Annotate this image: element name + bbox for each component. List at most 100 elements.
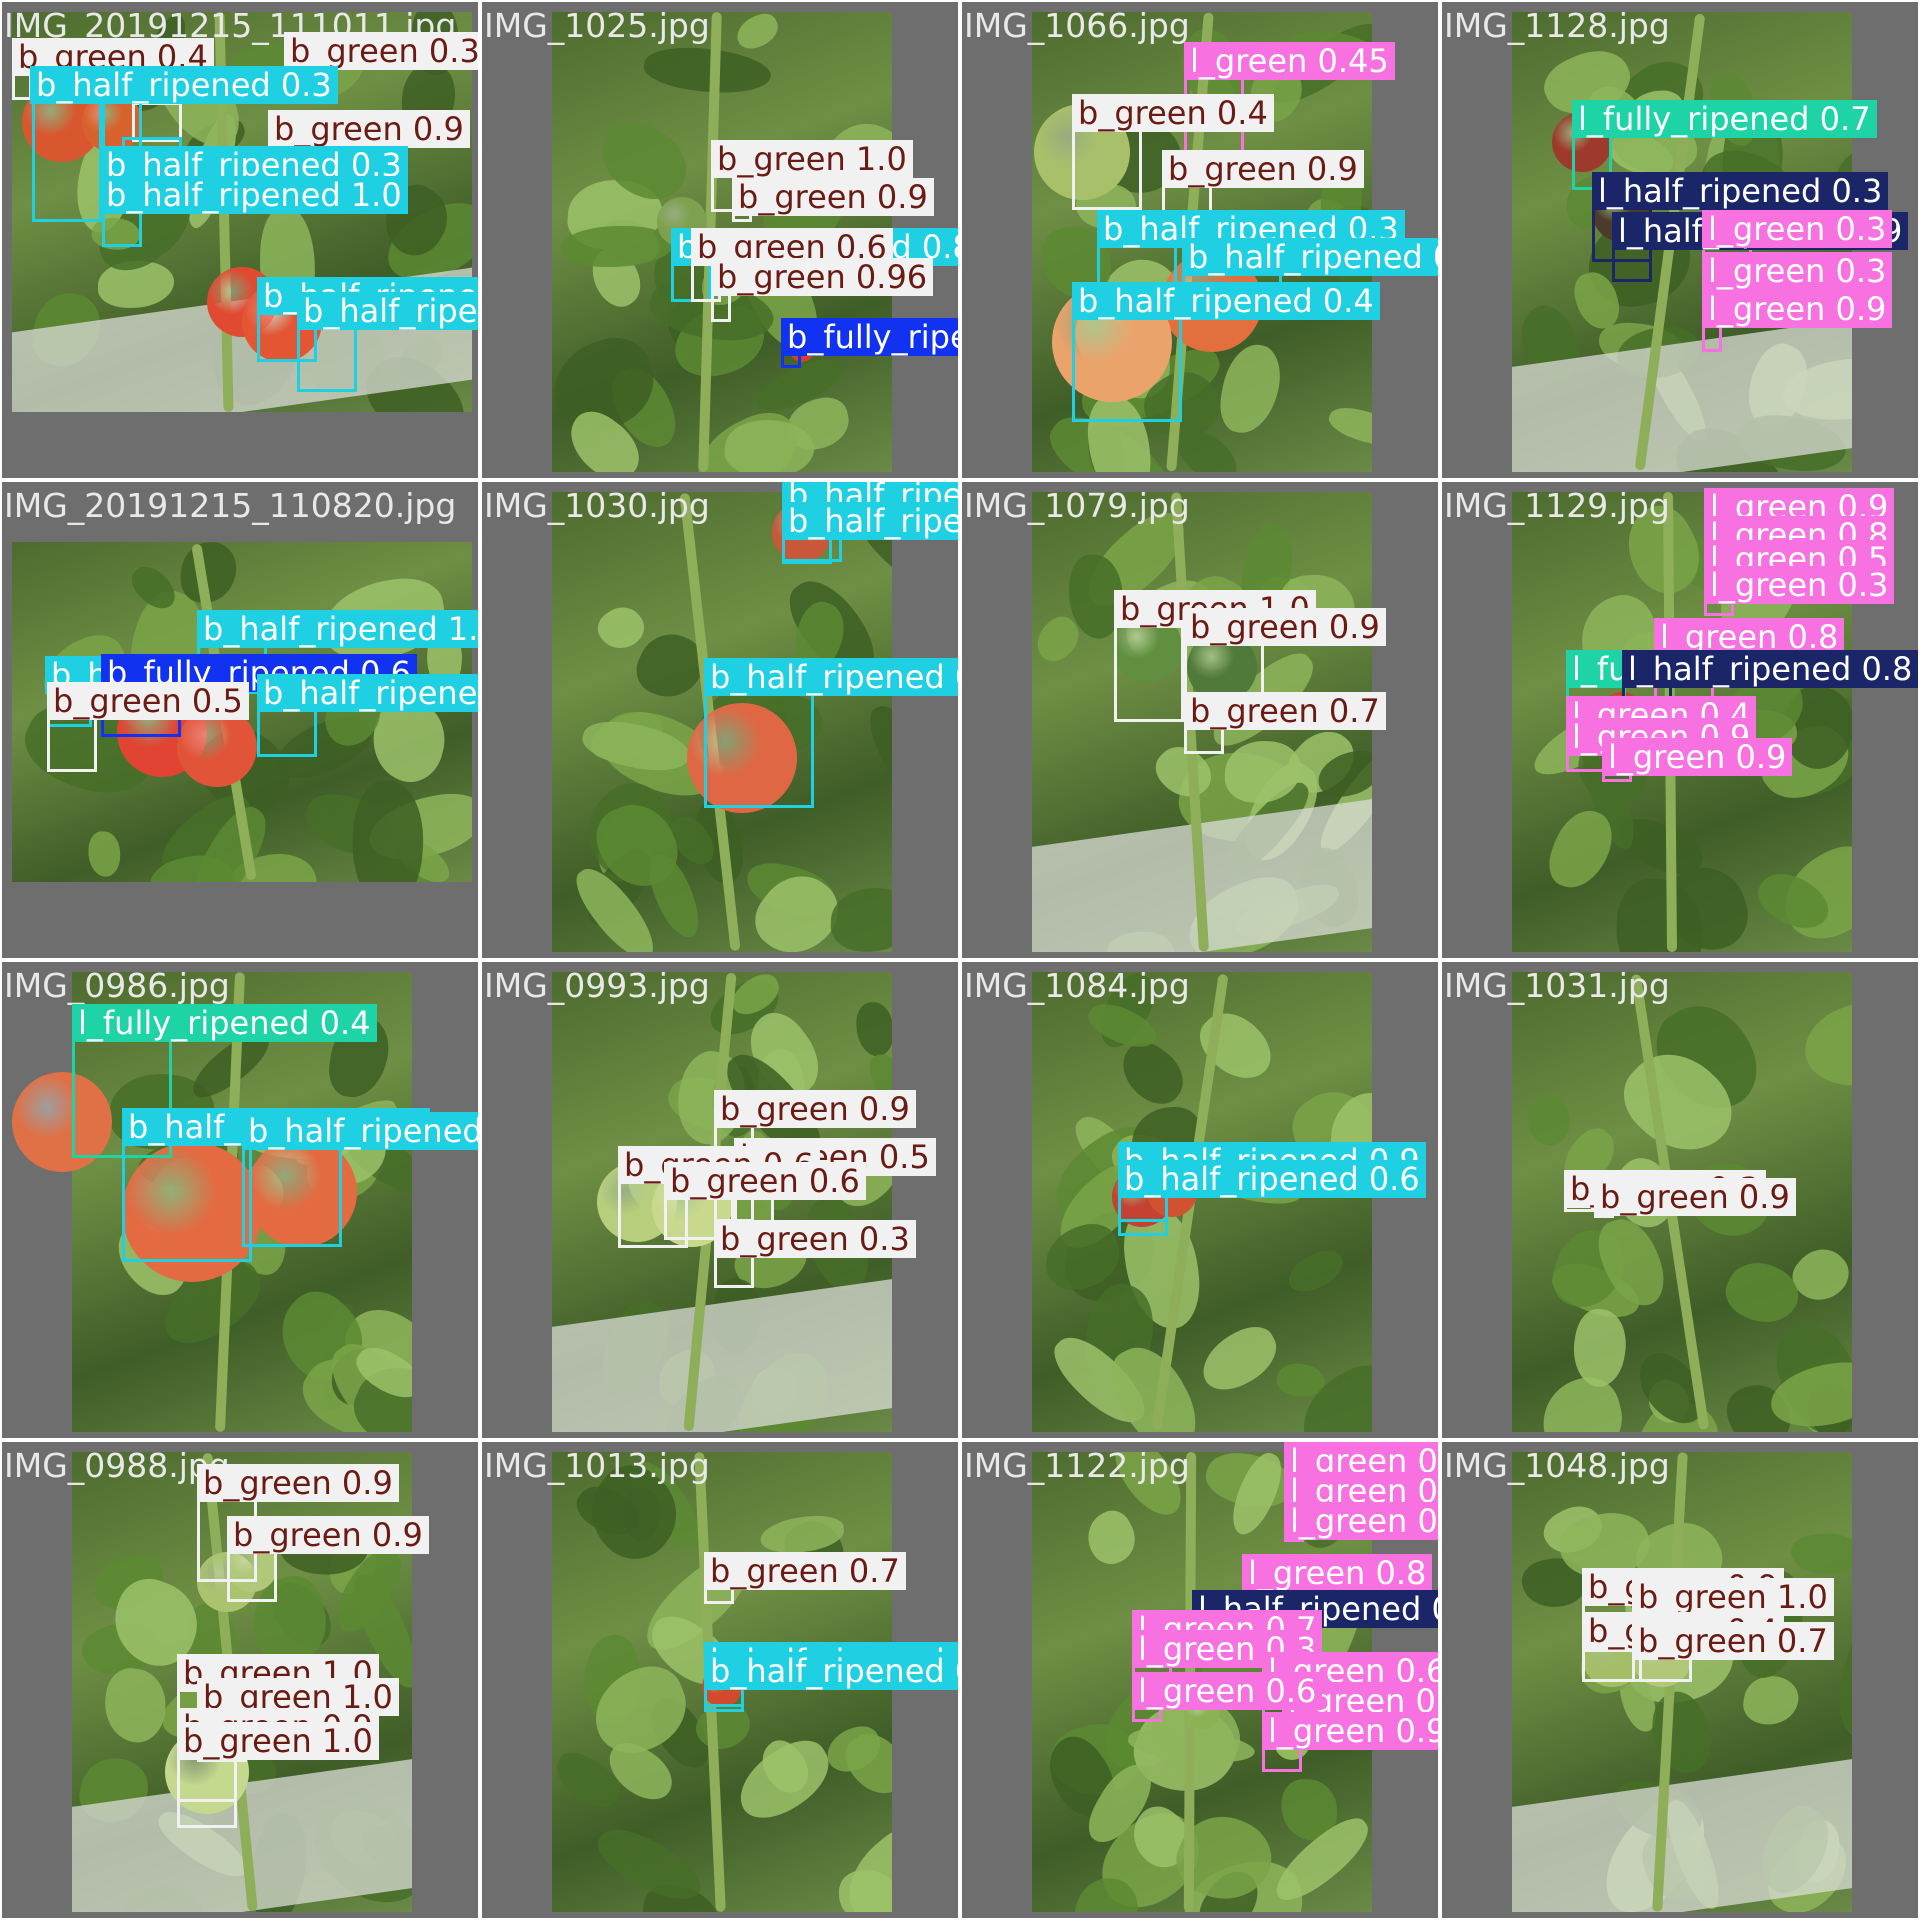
detection-label: b_green 0.9: [227, 1516, 429, 1554]
tomato-fruit: [177, 707, 257, 787]
greenhouse-plastic: [1512, 1759, 1852, 1912]
image-filename: IMG_0993.jpg: [484, 966, 710, 1005]
image-tile: IMG_1013.jpg b_green 0.7 b_half_ripened 0.…: [482, 1442, 958, 1918]
image-tile: IMG_1129.jpg l_green 0.9 l_green 0.8 l_gree…: [1442, 482, 1918, 958]
image-filename: IMG_0988.jpg: [4, 1446, 230, 1485]
detection-label: b_half_ripened 0.9: [1182, 238, 1438, 276]
detection-label: l_green 0.6: [1284, 1502, 1438, 1540]
tomato-photo: [1032, 972, 1372, 1432]
leaf-shape: [87, 830, 122, 878]
detection-label: b_green 0.4: [1072, 94, 1274, 132]
detection-label: b_green 0.9: [197, 1464, 399, 1502]
detection-label: b_green 0.9: [268, 110, 470, 148]
leaf-shape: [1532, 1370, 1631, 1432]
detection-label: b_green 0.3: [714, 1220, 916, 1258]
detection-label: b_green 0.9: [1184, 608, 1386, 646]
detection-label: b_half_ripened 1.0: [257, 674, 478, 712]
detection-label: b_green 0.7: [1632, 1622, 1834, 1660]
leaf-shape: [641, 40, 774, 101]
detection-label: b_half_ripened 0.6: [782, 502, 958, 540]
detection-label: l_half_ripened 0.8: [1622, 650, 1918, 688]
image-filename: IMG_1066.jpg: [964, 6, 1190, 45]
detection-label: b_green 0.7: [1184, 692, 1386, 730]
leaf-shape: [1282, 1245, 1349, 1298]
image-tile: IMG_1066.jpg l_green 0.45 b_green 0.4 b_gre…: [962, 2, 1438, 478]
leaf-shape: [731, 12, 783, 54]
detection-label: b_half_ripened 0.4: [1072, 282, 1380, 320]
image-filename: IMG_1025.jpg: [484, 6, 710, 45]
detection-label: l_half_ripened 0.3: [1592, 172, 1889, 210]
detection-label: l_green 0.3: [1702, 252, 1893, 290]
leaf-shape: [1740, 1672, 1802, 1730]
bounding-box: [1072, 120, 1142, 210]
detection-label: b_half_ripened 0.3: [704, 1652, 958, 1690]
leaf-shape: [855, 1001, 892, 1057]
image-tile: IMG_0986.jpg l_fully_ripened 0.4 b_half_ri…: [2, 962, 478, 1438]
leaf-shape: [1790, 1531, 1852, 1576]
leaf-shape: [346, 778, 429, 882]
detection-label: b_half_ripened 0.6: [1118, 1160, 1426, 1198]
detection-label: b_green 1.0: [177, 1722, 379, 1760]
image-tile: IMG_0993.jpg b_green 0.9 b_green 0.5 b_gree…: [482, 962, 958, 1438]
leaf-shape: [591, 598, 651, 658]
image-tile: IMG_20191215_111011.jpg b_green 0.4 b_gree…: [2, 2, 478, 478]
image-filename: IMG_1013.jpg: [484, 1446, 710, 1485]
detection-label: l_green 0.3: [1702, 210, 1893, 248]
tomato-fruit: [122, 1142, 262, 1282]
bounding-box: [122, 1132, 252, 1262]
leaf-shape: [829, 886, 892, 952]
detection-label: b_green 0.9: [1594, 1178, 1796, 1216]
image-filename: IMG_1030.jpg: [484, 486, 710, 525]
detection-label: l_green 0.9: [1702, 290, 1893, 328]
detection-label: b_green 0.9: [714, 1090, 916, 1128]
image-tile: IMG_20191215_110820.jpg b_half_ripened 1.…: [2, 482, 478, 958]
image-filename: IMG_1084.jpg: [964, 966, 1190, 1005]
image-tile: IMG_0988.jpg b_green 0.9 b_green 0.9 b_gree…: [2, 1442, 478, 1918]
detection-label: b_half_ripened 0.3: [704, 658, 958, 696]
detection-label: b_green 1.0: [1632, 1578, 1834, 1616]
leaf-shape: [726, 1729, 842, 1831]
image-filename: IMG_20191215_110820.jpg: [4, 486, 457, 525]
image-filename: IMG_1079.jpg: [964, 486, 1190, 525]
image-filename: IMG_1031.jpg: [1444, 966, 1670, 1005]
tomato-fruit: [247, 1137, 357, 1247]
image-filename: IMG_1128.jpg: [1444, 6, 1670, 45]
detection-label: b_half_ripened 0.9: [297, 292, 478, 330]
detection-label: l_green 0.8: [1654, 618, 1845, 656]
detection-label: l_green 0.9: [1602, 738, 1793, 776]
image-filename: IMG_1122.jpg: [964, 1446, 1190, 1485]
image-filename: IMG_1048.jpg: [1444, 1446, 1670, 1485]
leaf-shape: [837, 1870, 892, 1912]
leaf-shape: [1215, 339, 1287, 438]
bounding-box: [242, 1137, 342, 1247]
detection-label: b_green 1.0: [711, 140, 913, 178]
leaf-shape: [1523, 1092, 1576, 1149]
detection-label: b_half_ripened 0.3: [30, 66, 338, 104]
image-filename: IMG_0986.jpg: [4, 966, 230, 1005]
bounding-box: [297, 322, 357, 392]
leaf-shape: [1078, 1504, 1144, 1572]
leaf-shape: [1191, 1318, 1287, 1401]
detection-label: b_green 0.9: [732, 178, 934, 216]
detection-label: b_fully_ripened 0.4: [781, 318, 958, 356]
bounding-box: [1114, 612, 1184, 722]
bounding-box: [47, 712, 97, 772]
image-filename: IMG_1129.jpg: [1444, 486, 1670, 525]
detection-label: l_fully_ripened 0.7: [1572, 100, 1877, 138]
image-tile: IMG_1128.jpg l_fully_ripened 0.7 l_half_ri…: [1442, 2, 1918, 478]
bounding-box: [704, 688, 814, 808]
detection-label: b_half_ripened 0.7: [242, 1112, 478, 1150]
detection-label: b_green 0.5: [47, 682, 249, 720]
leaf-shape: [1567, 1305, 1633, 1391]
detection-label: l_green 0.6: [1132, 1672, 1323, 1710]
detection-label: l_green 0.3: [1704, 566, 1895, 604]
leaf-shape: [1325, 399, 1372, 454]
greenhouse-plastic: [552, 1279, 892, 1432]
